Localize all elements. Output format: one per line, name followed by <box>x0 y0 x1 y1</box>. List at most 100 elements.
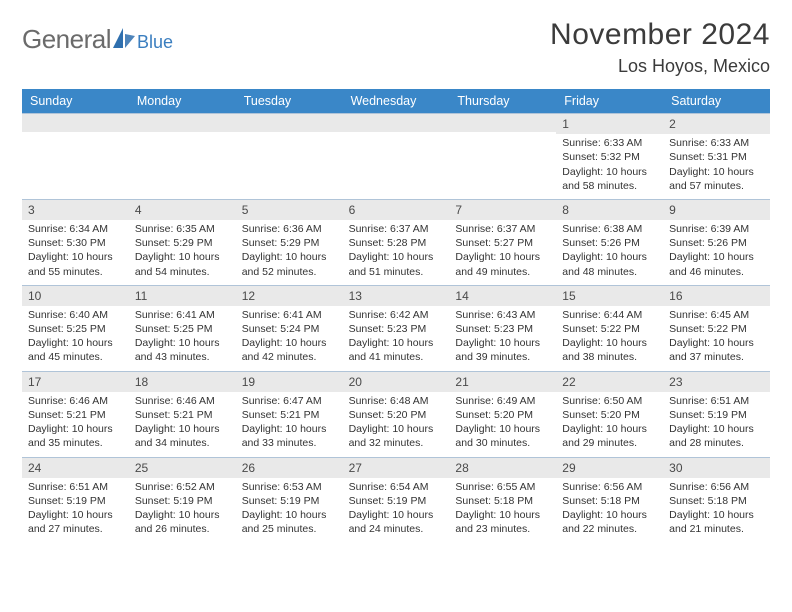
sunset-line: Sunset: 5:23 PM <box>349 322 444 336</box>
day-content: Sunrise: 6:40 AMSunset: 5:25 PMDaylight:… <box>22 306 129 365</box>
empty-day-cell <box>236 113 343 199</box>
day-number: 22 <box>556 372 663 392</box>
day-content: Sunrise: 6:39 AMSunset: 5:26 PMDaylight:… <box>663 220 770 279</box>
sunset-line: Sunset: 5:27 PM <box>455 236 550 250</box>
sunset-line: Sunset: 5:30 PM <box>28 236 123 250</box>
daylight-line: Daylight: 10 hours and 26 minutes. <box>135 508 230 536</box>
sunrise-line: Sunrise: 6:41 AM <box>135 308 230 322</box>
empty-day-cell <box>343 113 450 199</box>
day-content: Sunrise: 6:46 AMSunset: 5:21 PMDaylight:… <box>22 392 129 451</box>
day-number: 25 <box>129 458 236 478</box>
daylight-line: Daylight: 10 hours and 52 minutes. <box>242 250 337 278</box>
day-content: Sunrise: 6:41 AMSunset: 5:24 PMDaylight:… <box>236 306 343 365</box>
day-content: Sunrise: 6:43 AMSunset: 5:23 PMDaylight:… <box>449 306 556 365</box>
day-cell: 12Sunrise: 6:41 AMSunset: 5:24 PMDayligh… <box>236 285 343 371</box>
day-number: 30 <box>663 458 770 478</box>
day-number: 8 <box>556 200 663 220</box>
sunrise-line: Sunrise: 6:54 AM <box>349 480 444 494</box>
day-content: Sunrise: 6:37 AMSunset: 5:27 PMDaylight:… <box>449 220 556 279</box>
sunset-line: Sunset: 5:31 PM <box>669 150 764 164</box>
sunset-line: Sunset: 5:18 PM <box>562 494 657 508</box>
day-cell: 4Sunrise: 6:35 AMSunset: 5:29 PMDaylight… <box>129 199 236 285</box>
day-number: 1 <box>556 114 663 134</box>
daylight-line: Daylight: 10 hours and 33 minutes. <box>242 422 337 450</box>
day-number: 15 <box>556 286 663 306</box>
day-cell: 1Sunrise: 6:33 AMSunset: 5:32 PMDaylight… <box>556 113 663 199</box>
day-number: 2 <box>663 114 770 134</box>
day-number: 6 <box>343 200 450 220</box>
day-cell: 5Sunrise: 6:36 AMSunset: 5:29 PMDaylight… <box>236 199 343 285</box>
day-number: 28 <box>449 458 556 478</box>
day-cell: 8Sunrise: 6:38 AMSunset: 5:26 PMDaylight… <box>556 199 663 285</box>
day-number: 12 <box>236 286 343 306</box>
day-content: Sunrise: 6:33 AMSunset: 5:31 PMDaylight:… <box>663 134 770 193</box>
daylight-line: Daylight: 10 hours and 29 minutes. <box>562 422 657 450</box>
daylight-line: Daylight: 10 hours and 45 minutes. <box>28 336 123 364</box>
day-number: 26 <box>236 458 343 478</box>
sunset-line: Sunset: 5:26 PM <box>562 236 657 250</box>
sunrise-line: Sunrise: 6:36 AM <box>242 222 337 236</box>
sunrise-line: Sunrise: 6:53 AM <box>242 480 337 494</box>
day-number: 27 <box>343 458 450 478</box>
day-content: Sunrise: 6:47 AMSunset: 5:21 PMDaylight:… <box>236 392 343 451</box>
day-name-header: Wednesday <box>343 89 450 113</box>
day-cell: 18Sunrise: 6:46 AMSunset: 5:21 PMDayligh… <box>129 371 236 457</box>
sunrise-line: Sunrise: 6:43 AM <box>455 308 550 322</box>
header-row: General Blue November 2024 Los Hoyos, Me… <box>22 18 770 77</box>
day-cell: 13Sunrise: 6:42 AMSunset: 5:23 PMDayligh… <box>343 285 450 371</box>
sunrise-line: Sunrise: 6:40 AM <box>28 308 123 322</box>
sunset-line: Sunset: 5:26 PM <box>669 236 764 250</box>
day-number: 11 <box>129 286 236 306</box>
day-number: 7 <box>449 200 556 220</box>
day-name-header: Monday <box>129 89 236 113</box>
day-cell: 26Sunrise: 6:53 AMSunset: 5:19 PMDayligh… <box>236 457 343 543</box>
sail-icon <box>111 26 137 55</box>
day-content: Sunrise: 6:49 AMSunset: 5:20 PMDaylight:… <box>449 392 556 451</box>
sunset-line: Sunset: 5:23 PM <box>455 322 550 336</box>
sunrise-line: Sunrise: 6:37 AM <box>349 222 444 236</box>
daylight-line: Daylight: 10 hours and 38 minutes. <box>562 336 657 364</box>
day-content: Sunrise: 6:48 AMSunset: 5:20 PMDaylight:… <box>343 392 450 451</box>
day-cell: 22Sunrise: 6:50 AMSunset: 5:20 PMDayligh… <box>556 371 663 457</box>
day-content: Sunrise: 6:42 AMSunset: 5:23 PMDaylight:… <box>343 306 450 365</box>
day-cell: 14Sunrise: 6:43 AMSunset: 5:23 PMDayligh… <box>449 285 556 371</box>
day-cell: 23Sunrise: 6:51 AMSunset: 5:19 PMDayligh… <box>663 371 770 457</box>
daylight-line: Daylight: 10 hours and 21 minutes. <box>669 508 764 536</box>
day-content: Sunrise: 6:36 AMSunset: 5:29 PMDaylight:… <box>236 220 343 279</box>
day-content: Sunrise: 6:35 AMSunset: 5:29 PMDaylight:… <box>129 220 236 279</box>
daylight-line: Daylight: 10 hours and 22 minutes. <box>562 508 657 536</box>
sunrise-line: Sunrise: 6:47 AM <box>242 394 337 408</box>
day-cell: 6Sunrise: 6:37 AMSunset: 5:28 PMDaylight… <box>343 199 450 285</box>
day-content: Sunrise: 6:51 AMSunset: 5:19 PMDaylight:… <box>663 392 770 451</box>
daylight-line: Daylight: 10 hours and 39 minutes. <box>455 336 550 364</box>
day-number: 19 <box>236 372 343 392</box>
day-content: Sunrise: 6:55 AMSunset: 5:18 PMDaylight:… <box>449 478 556 537</box>
day-content: Sunrise: 6:52 AMSunset: 5:19 PMDaylight:… <box>129 478 236 537</box>
day-cell: 15Sunrise: 6:44 AMSunset: 5:22 PMDayligh… <box>556 285 663 371</box>
daylight-line: Daylight: 10 hours and 30 minutes. <box>455 422 550 450</box>
daylight-line: Daylight: 10 hours and 46 minutes. <box>669 250 764 278</box>
day-content: Sunrise: 6:33 AMSunset: 5:32 PMDaylight:… <box>556 134 663 193</box>
empty-day-cell <box>129 113 236 199</box>
brand-logo: General Blue <box>22 24 173 55</box>
daylight-line: Daylight: 10 hours and 34 minutes. <box>135 422 230 450</box>
sunrise-line: Sunrise: 6:33 AM <box>562 136 657 150</box>
day-number: 21 <box>449 372 556 392</box>
day-cell: 24Sunrise: 6:51 AMSunset: 5:19 PMDayligh… <box>22 457 129 543</box>
sunrise-line: Sunrise: 6:46 AM <box>28 394 123 408</box>
daylight-line: Daylight: 10 hours and 41 minutes. <box>349 336 444 364</box>
day-cell: 21Sunrise: 6:49 AMSunset: 5:20 PMDayligh… <box>449 371 556 457</box>
sunrise-line: Sunrise: 6:42 AM <box>349 308 444 322</box>
day-name-header: Thursday <box>449 89 556 113</box>
daylight-line: Daylight: 10 hours and 57 minutes. <box>669 165 764 193</box>
sunset-line: Sunset: 5:19 PM <box>242 494 337 508</box>
day-content: Sunrise: 6:45 AMSunset: 5:22 PMDaylight:… <box>663 306 770 365</box>
day-cell: 27Sunrise: 6:54 AMSunset: 5:19 PMDayligh… <box>343 457 450 543</box>
day-number: 18 <box>129 372 236 392</box>
sunrise-line: Sunrise: 6:37 AM <box>455 222 550 236</box>
day-cell: 10Sunrise: 6:40 AMSunset: 5:25 PMDayligh… <box>22 285 129 371</box>
daylight-line: Daylight: 10 hours and 37 minutes. <box>669 336 764 364</box>
sunset-line: Sunset: 5:19 PM <box>135 494 230 508</box>
location-label: Los Hoyos, Mexico <box>550 56 770 77</box>
sunrise-line: Sunrise: 6:41 AM <box>242 308 337 322</box>
